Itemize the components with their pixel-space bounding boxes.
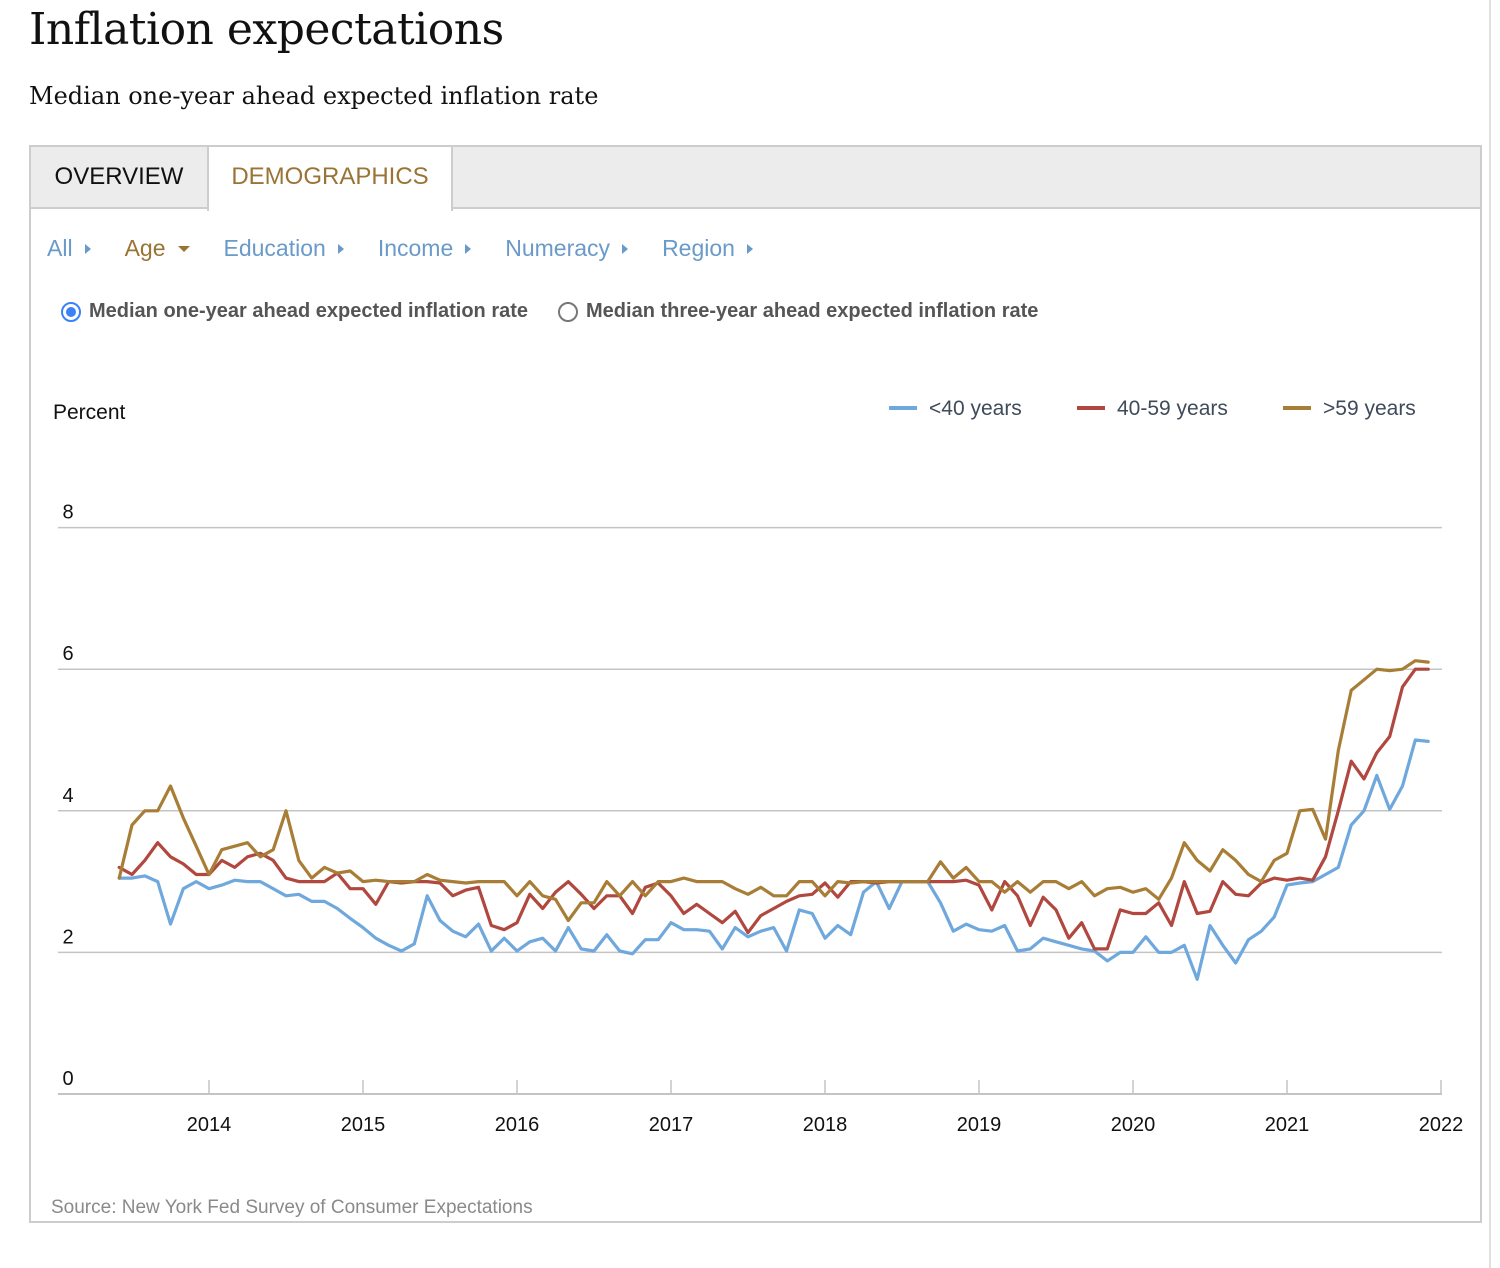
filter-all[interactable]: All	[47, 235, 91, 262]
y-tick-labels: 0 2 4 6 8	[62, 502, 73, 1090]
legend-label: >59 years	[1323, 397, 1416, 420]
series-line-under-40	[117, 738, 1430, 981]
y-tick-label: 6	[62, 643, 73, 665]
x-tick-label: 2014	[187, 1114, 232, 1136]
legend-label: <40 years	[929, 397, 1022, 420]
y-tick-label: 4	[62, 785, 73, 807]
filter-age[interactable]: Age	[125, 235, 190, 262]
radio-one-year[interactable]: Median one-year ahead expected inflation…	[61, 300, 528, 323]
x-tick-label: 2022	[1419, 1114, 1464, 1136]
filter-numeracy[interactable]: Numeracy	[505, 235, 629, 262]
radio-unchecked-icon[interactable]	[558, 301, 579, 322]
x-tick-label: 2020	[1111, 1114, 1156, 1136]
y-axis-label: Percent	[53, 401, 126, 424]
caret-down-icon	[177, 245, 190, 252]
filter-income[interactable]: Income	[377, 235, 472, 262]
scrollbar-edge	[1489, 0, 1491, 1268]
caret-right-icon	[337, 243, 344, 254]
x-tick-label: 2016	[495, 1114, 540, 1136]
legend: <40 years 40-59 years >59 years	[889, 397, 1416, 420]
filter-all-label: All	[47, 235, 73, 261]
x-tick-label: 2017	[649, 1114, 694, 1136]
filter-income-label: Income	[377, 235, 454, 261]
y-tick-label: 2	[62, 926, 73, 948]
radio-checked-icon[interactable]	[61, 301, 81, 322]
caret-right-icon	[465, 243, 472, 254]
caret-right-icon	[84, 243, 91, 254]
x-tick-label: 2018	[803, 1114, 848, 1136]
tab-demographics[interactable]: DEMOGRAPHICS	[207, 147, 453, 211]
filter-region-label: Region	[662, 235, 735, 261]
source-note: Source: New York Fed Survey of Consumer …	[51, 1197, 533, 1218]
x-tick-label: 2015	[341, 1114, 386, 1136]
radio-three-year-label: Median three-year ahead expected inflati…	[586, 300, 1039, 322]
caret-right-icon	[622, 243, 629, 254]
page-subtitle: Median one-year ahead expected inflation…	[29, 82, 599, 110]
radio-three-year[interactable]: Median three-year ahead expected inflati…	[558, 300, 1038, 323]
filter-education-label: Education	[223, 235, 326, 261]
filter-education[interactable]: Education	[224, 235, 344, 262]
x-tick-label: 2019	[957, 1114, 1002, 1136]
caret-right-icon	[746, 243, 753, 254]
x-axis: 2014 2015 2016 2017 2018 2019 2020 2021 2022	[58, 1080, 1463, 1136]
legend-label: 40-59 years	[1117, 397, 1228, 420]
filter-region[interactable]: Region	[662, 235, 753, 262]
page-title: Inflation expectations	[29, 4, 504, 55]
filter-nav: All Age Education Income Numeracy Region	[47, 235, 787, 262]
chart-panel: OVERVIEW DEMOGRAPHICS All Age Education …	[29, 145, 1482, 1223]
filter-numeracy-label: Numeracy	[505, 235, 611, 261]
y-tick-label: 8	[62, 502, 73, 524]
radio-one-year-label: Median one-year ahead expected inflation…	[89, 300, 529, 322]
tab-bar: OVERVIEW DEMOGRAPHICS	[31, 147, 1480, 211]
series-line-40-59	[117, 667, 1430, 951]
series-line-over-59	[117, 659, 1430, 923]
tab-overview[interactable]: OVERVIEW	[54, 163, 184, 190]
filter-age-label: Age	[124, 235, 166, 261]
series-lines	[117, 659, 1430, 981]
y-tick-label: 0	[62, 1068, 73, 1090]
measure-radio-group: Median one-year ahead expected inflation…	[61, 300, 1068, 323]
gridlines	[58, 526, 1442, 954]
x-tick-label: 2021	[1265, 1114, 1310, 1136]
